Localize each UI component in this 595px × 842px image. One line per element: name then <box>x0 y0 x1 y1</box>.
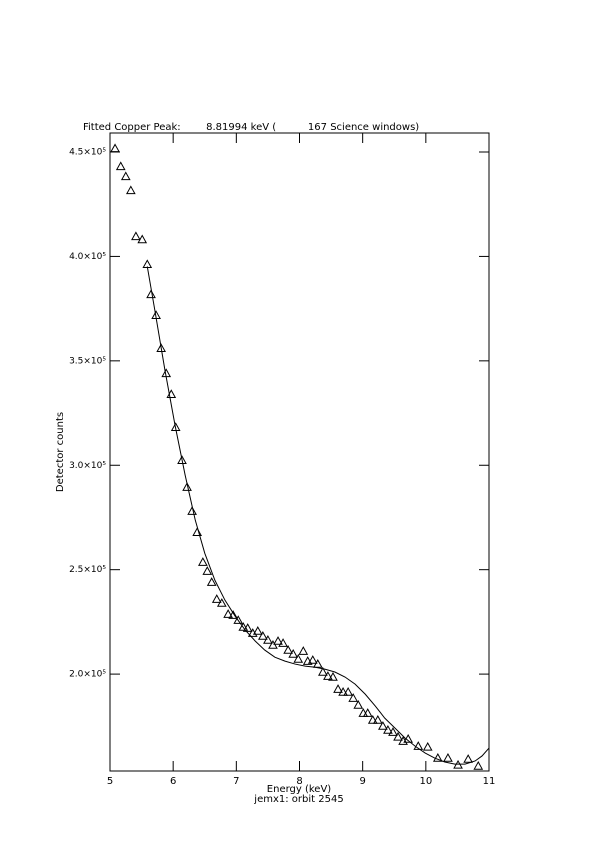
data-point <box>198 557 208 566</box>
data-point <box>383 725 393 734</box>
data-point <box>367 715 378 724</box>
data-point <box>393 731 403 741</box>
y-tick-label: 4.5×10⁵ <box>69 148 106 158</box>
x-tick-label: 7 <box>233 776 239 787</box>
data-point <box>273 636 283 645</box>
data-point <box>463 754 474 763</box>
data-point <box>338 687 348 696</box>
data-point <box>348 693 359 702</box>
data-point <box>211 594 222 603</box>
y-tick-label: 2.0×10⁵ <box>69 670 106 680</box>
data-point <box>422 741 433 751</box>
data-point <box>353 699 364 709</box>
data-point <box>443 753 453 762</box>
data-point <box>372 715 383 724</box>
data-point <box>156 343 167 353</box>
data-point <box>263 635 273 644</box>
data-point <box>228 610 239 619</box>
data-point <box>298 646 309 655</box>
data-point <box>125 185 136 195</box>
plot-frame <box>109 132 490 772</box>
data-point <box>238 622 249 631</box>
data-point <box>192 527 203 536</box>
data-point <box>223 609 233 618</box>
y-tick-label: 3.0×10⁵ <box>69 461 106 471</box>
data-point <box>242 623 253 632</box>
data-point <box>131 231 141 241</box>
data-point <box>177 455 187 464</box>
data-point <box>343 687 353 696</box>
data-point <box>432 753 443 762</box>
x-tick-label: 11 <box>483 776 496 787</box>
x-tick-label: 9 <box>359 776 365 787</box>
data-point <box>278 638 288 647</box>
data-point <box>378 721 388 730</box>
data-point <box>115 161 126 171</box>
data-point <box>293 654 304 663</box>
data-point <box>216 598 227 607</box>
x-tick-label: 5 <box>107 776 113 787</box>
data-point <box>307 655 318 664</box>
data-point <box>258 631 268 640</box>
data-point <box>288 649 299 658</box>
x-tick-label: 8 <box>296 776 302 787</box>
data-point <box>362 708 373 717</box>
data-point <box>206 577 217 586</box>
data-point <box>202 566 213 575</box>
data-point <box>233 615 244 624</box>
subtitle: jemx1: orbit 2545 <box>253 794 343 805</box>
data-point <box>146 289 156 299</box>
y-tick-label: 4.0×10⁵ <box>69 252 106 262</box>
data-point <box>318 666 328 676</box>
data-point <box>473 760 484 770</box>
data-point <box>388 727 398 736</box>
chart-title: Fitted Copper Peak: 8.81994 keV ( 167 Sc… <box>83 122 419 133</box>
data-point <box>328 671 338 681</box>
data-point <box>283 645 293 654</box>
data-point <box>252 626 263 635</box>
data-point <box>137 234 148 244</box>
data-point <box>187 506 197 515</box>
y-tick-label: 2.5×10⁵ <box>69 565 106 575</box>
data-point <box>110 143 120 153</box>
data-point <box>120 171 131 181</box>
y-axis-label: Detector counts <box>55 412 66 492</box>
data-point <box>413 741 424 750</box>
x-tick-label: 10 <box>419 776 432 787</box>
data-point <box>323 671 333 680</box>
fit-line <box>146 266 490 765</box>
data-point <box>333 684 343 693</box>
x-tick-label: 6 <box>170 776 176 787</box>
y-tick-label: 3.5×10⁵ <box>69 356 106 366</box>
x-axis-label: Energy (keV) <box>267 784 332 795</box>
data-point <box>182 482 192 491</box>
